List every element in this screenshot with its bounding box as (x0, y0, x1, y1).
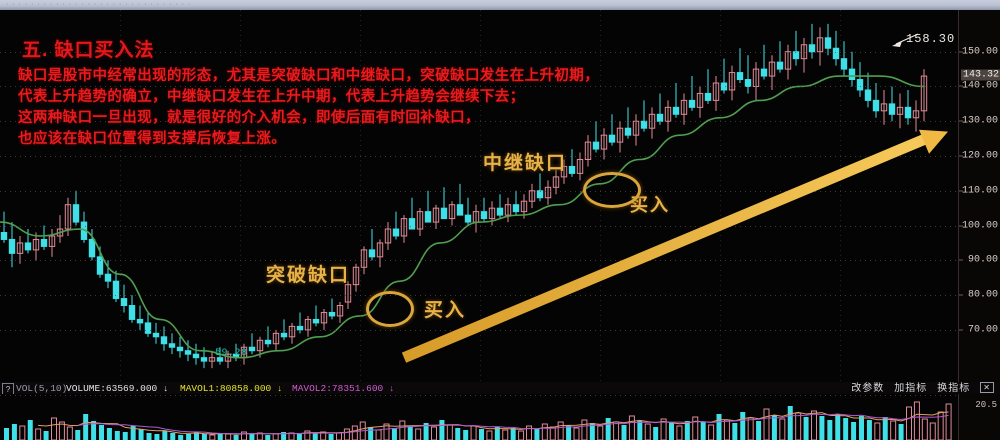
price-axis-label: 90.00 (967, 254, 998, 266)
price-axis-label: 100.00 (961, 220, 998, 232)
price-axis-label: 110.00 (961, 185, 998, 197)
breakaway-gap-label: 突破缺口 (266, 265, 351, 286)
mavol2-trend-arrow-icon: ↓ (388, 384, 395, 394)
axis-tick (959, 51, 963, 53)
axis-tick (959, 225, 963, 227)
indicator-status-bar: ? VOL(5,10) VOLUME:63569.000 ↓ MAVOL1:80… (0, 382, 1000, 396)
continuation-gap-label: 中继缺口 (483, 153, 568, 174)
explanation-line-3: 这两种缺口一旦出现，就是很好的介入机会，即使后面有时回补缺口， (18, 110, 480, 126)
peak-pointer-arrow-icon (892, 33, 919, 47)
gridline-vertical (240, 10, 241, 382)
gridline-vertical (360, 10, 361, 382)
toolbar-button-1[interactable]: 改参数 (851, 383, 885, 394)
price-chart-panel[interactable] (0, 10, 958, 382)
toolbar-button-3[interactable]: 换指标 (937, 383, 971, 394)
mavol1-label: MAVOL1: (180, 383, 220, 394)
breakaway-gap-ellipse-marker (366, 291, 414, 327)
axis-tick (959, 155, 963, 157)
current-price-label: 143.32 (960, 69, 1000, 81)
price-axis[interactable]: 150.00 140.00 130.00 120.00 110.00 100.00 90.0… (958, 10, 1000, 382)
low-price-label: 59.28 (215, 348, 248, 359)
gridline (0, 190, 958, 192)
volume-readout: VOLUME:63569.000 ↓ (66, 382, 168, 396)
price-axis-label: 130.00 (961, 115, 998, 127)
gridline (0, 395, 958, 396)
mavol1-value: 80858.000 (219, 383, 272, 394)
moving-average-line (0, 75, 925, 359)
gridline (0, 295, 958, 297)
price-axis-label: 70.00 (967, 324, 998, 336)
gridline (0, 260, 958, 262)
price-axis-label: 150.00 (961, 46, 998, 58)
close-icon[interactable]: ✕ (980, 382, 994, 393)
volume-chart-panel[interactable] (0, 394, 958, 440)
gridline (0, 225, 958, 227)
mavol2-readout: MAVOL2:78351.600 ↓ (292, 382, 394, 396)
explanation-paragraph: 缺口是股市中经常出现的形态，尤其是突破缺口和中继缺口，突破缺口发生在上升初期， 代… (18, 66, 718, 150)
axis-tick (959, 329, 963, 331)
gridline (0, 156, 958, 158)
uptrend-arrow-head-icon (918, 129, 948, 154)
trendline-arrow-overlay (401, 129, 948, 363)
browser-chrome-strip (0, 0, 1000, 10)
gridline-vertical (720, 10, 721, 382)
price-axis-label: 140.00 (961, 80, 998, 92)
toolbar-button-2[interactable]: 加指标 (894, 383, 928, 394)
price-axis-label: 120.00 (961, 150, 998, 162)
volume-axis[interactable] (958, 394, 1000, 440)
buy-label-breakaway: 买入 (424, 300, 467, 321)
volume-label: VOLUME: (66, 383, 106, 394)
axis-tick (959, 85, 963, 87)
peak-price-label: 158.30 (906, 32, 956, 46)
axis-tick (959, 190, 963, 192)
mavol1-line (38, 411, 949, 435)
price-axis-label: 80.00 (967, 289, 998, 301)
page-title: 五. 缺口买入法 (22, 40, 155, 61)
gridline-vertical (480, 10, 481, 382)
volume-axis-label: 20.5 (975, 400, 997, 410)
indicator-name-label: VOL(5,10) (16, 383, 68, 394)
volume-value: 63569.000 (105, 383, 158, 394)
axis-tick (959, 259, 963, 261)
gridline (0, 51, 958, 53)
uptrend-line (401, 133, 929, 363)
axis-tick (959, 294, 963, 296)
gridline-vertical (840, 10, 841, 382)
gridline-vertical (120, 10, 121, 382)
continuation-gap-ellipse-marker (583, 172, 641, 208)
mavol1-trend-arrow-icon: ↓ (276, 384, 283, 394)
indicator-toolbar[interactable]: 改参数 加指标 换指标 ✕ (851, 382, 994, 395)
buy-label-continuation: 买入 (630, 195, 670, 215)
gridline (0, 121, 958, 123)
volume-series (4, 401, 952, 440)
explanation-line-2: 代表上升趋势的确立，中继缺口发生在上升中期，代表上升趋势会继续下去； (18, 89, 525, 105)
mavol1-readout: MAVOL1:80858.000 ↓ (180, 382, 282, 396)
axis-tick (959, 120, 963, 122)
volume-trend-arrow-icon: ↓ (162, 384, 169, 394)
mavol2-value: 78351.600 (331, 383, 384, 394)
gridline (0, 86, 958, 88)
mavol2-line (77, 413, 949, 435)
browser-chrome-ghost-text: · · · · · · · · · · · · · · · · · · · · … (6, 1, 192, 8)
mavol2-label: MAVOL2: (292, 383, 332, 394)
explanation-line-4: 也应该在缺口位置得到支撑后恢复上涨。 (18, 131, 287, 147)
explanation-line-1: 缺口是股市中经常出现的形态，尤其是突破缺口和中继缺口，突破缺口发生在上升初期， (18, 68, 600, 84)
